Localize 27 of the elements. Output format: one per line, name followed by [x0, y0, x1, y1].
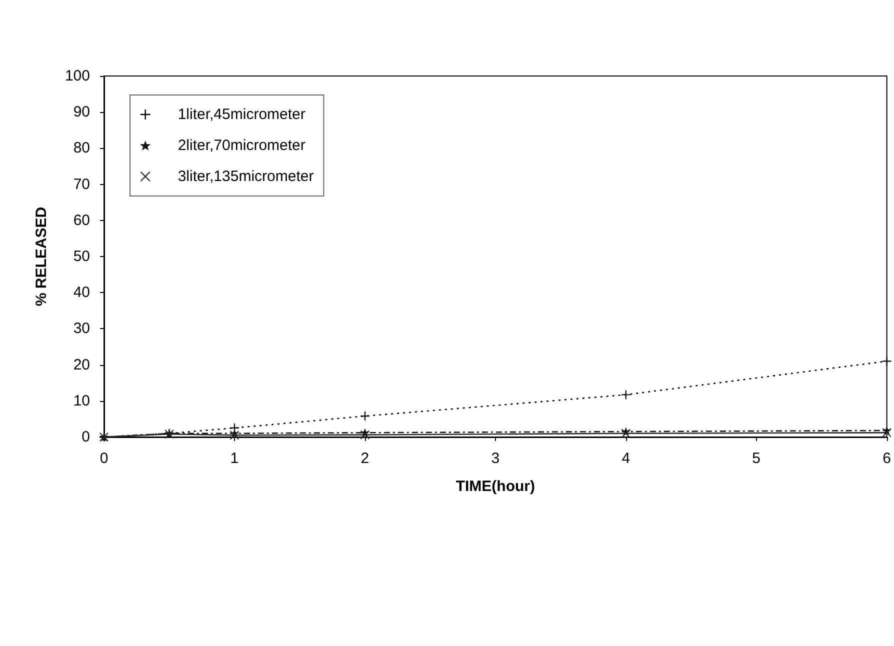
y-tick-label: 20	[73, 356, 90, 374]
legend-label: 3liter,135micrometer	[178, 168, 314, 185]
x-tick-label: 2	[360, 450, 370, 467]
x-tick-label: 6	[882, 450, 891, 467]
x-tick-label: 0	[100, 450, 108, 467]
y-tick-label: 100	[64, 68, 90, 84]
y-tick-label: 70	[73, 176, 90, 193]
legend-label: 2liter,70micrometer	[178, 137, 306, 154]
y-tick-label: 50	[73, 248, 90, 265]
y-tick-label: 90	[73, 104, 90, 121]
point	[882, 428, 892, 438]
x-tick-label: 3	[491, 450, 500, 467]
y-axis-title: % RELEASED	[33, 206, 50, 306]
x-axis-title: TIME(hour)	[456, 478, 535, 495]
y-tick-label: 60	[73, 212, 90, 229]
y-tick-label: 80	[73, 140, 90, 157]
x-tick-label: 1	[230, 450, 239, 467]
x-tick-label: 5	[752, 450, 761, 467]
y-tick-label: 10	[73, 392, 90, 410]
y-tick-label: 30	[73, 320, 90, 338]
y-tick-label: 0	[82, 428, 90, 446]
point	[882, 356, 892, 366]
legend-label: 1liter,45micrometer	[178, 106, 306, 123]
point	[360, 412, 370, 421]
x-tick-label: 4	[622, 450, 630, 467]
point	[621, 390, 630, 400]
y-tick-label: 40	[73, 284, 90, 302]
